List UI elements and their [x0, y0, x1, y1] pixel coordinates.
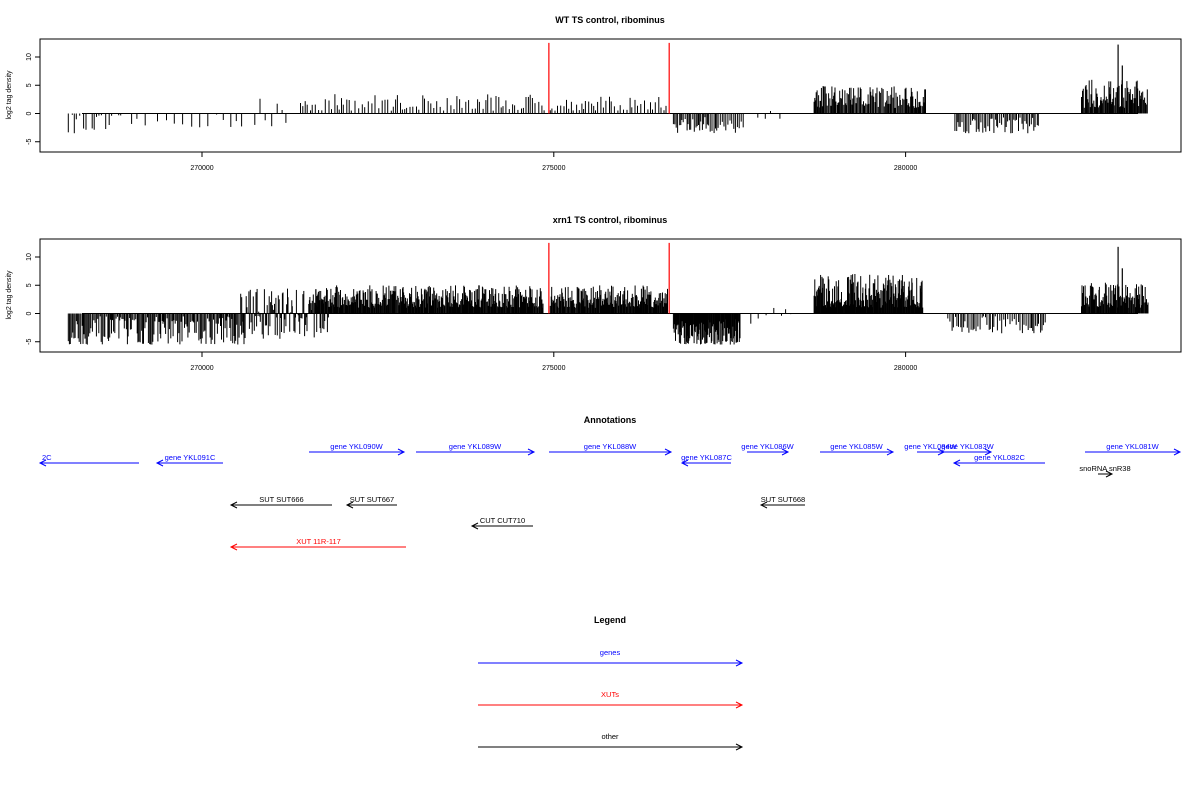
x-tick-label: 270000 — [190, 365, 213, 372]
xrn1-density-panel: xrn1 TS control, ribominus log2 tag dens… — [6, 215, 1182, 372]
x-tick-label: 270000 — [190, 165, 213, 172]
annotation-feature: gene YKL081W — [1085, 442, 1182, 456]
y-tick-label: 10 — [26, 53, 33, 61]
annotation-feature: gene YKL090W — [309, 442, 406, 456]
annotation-feature: SUT SUT667 — [345, 495, 397, 509]
xrn1-y-axis-label: log2 tag density — [6, 270, 13, 320]
annotation-feature: gene YKL091C — [155, 453, 223, 467]
annotation-label: CUT CUT710 — [480, 516, 525, 525]
y-tick-label: 0 — [26, 311, 33, 315]
annotation-label: 2C — [42, 453, 52, 462]
annotation-label: SUT SUT667 — [350, 495, 394, 504]
annotation-label: gene YKL083W — [941, 442, 994, 451]
xrn1-density-bars — [67, 246, 1149, 345]
x-tick-label: 280000 — [894, 165, 917, 172]
annotation-feature: gene YKL089W — [416, 442, 536, 456]
annotation-feature: gene YKL082C — [952, 453, 1045, 467]
xrn1-plot-frame — [39, 238, 1182, 353]
wt-plot-frame — [39, 38, 1182, 153]
annotation-feature: gene YKL085W — [820, 442, 895, 456]
wt-axis-ticks: 270000 275000 280000 -5 0 5 10 — [26, 53, 917, 172]
legend-item-XUTs: XUTs — [478, 690, 744, 709]
annotation-label: gene YKL091C — [165, 453, 216, 462]
y-tick-label: 5 — [26, 83, 33, 87]
legend-title: Legend — [594, 615, 626, 625]
legend-label: XUTs — [601, 690, 619, 699]
legend: genes XUTs other — [478, 648, 744, 751]
annotation-label: gene YKL090W — [330, 442, 383, 451]
annotation-feature: XUT 11R-117 — [229, 537, 406, 551]
wt-y-axis-label: log2 tag density — [6, 70, 13, 120]
annotation-feature: gene YKL088W — [549, 442, 673, 456]
annotation-label: gene YKL085W — [830, 442, 883, 451]
annotation-label: XUT 11R-117 — [296, 537, 341, 546]
annotation-label: gene YKL089W — [449, 442, 502, 451]
annotation-feature: 2C — [38, 453, 139, 467]
annotation-feature: SUT SUT668 — [759, 495, 805, 509]
annotation-label: gene YKL084W — [904, 442, 957, 451]
annotation-label: gene YKL082C — [974, 453, 1025, 462]
annotation-label: SUT SUT668 — [761, 495, 805, 504]
y-tick-label: 5 — [26, 283, 33, 287]
wt-density-bars — [67, 44, 1148, 134]
annotation-feature: CUT CUT710 — [470, 516, 533, 530]
annotation-label: gene YKL081W — [1106, 442, 1159, 451]
y-tick-label: 0 — [26, 111, 33, 115]
legend-label: genes — [600, 648, 621, 657]
y-tick-label: 10 — [26, 253, 33, 261]
annotation-feature: gene YKL086W — [741, 442, 795, 456]
wt-red-markers — [548, 42, 670, 114]
x-tick-label: 275000 — [542, 165, 565, 172]
annotations-title: Annotations — [584, 415, 637, 425]
legend-label: other — [601, 732, 619, 741]
y-tick-label: -5 — [26, 339, 33, 345]
legend-item-genes: genes — [478, 648, 744, 667]
annotation-feature: snoRNA snR38 — [1079, 464, 1131, 478]
annotation-label: snoRNA snR38 — [1079, 464, 1130, 473]
wt-density-panel: WT TS control, ribominus log2 tag densit… — [6, 15, 1182, 172]
x-tick-label: 280000 — [894, 365, 917, 372]
annotation-feature: SUT SUT666 — [229, 495, 332, 509]
annotation-feature: gene YKL087C — [680, 453, 732, 467]
x-tick-label: 275000 — [542, 365, 565, 372]
xrn1-panel-title: xrn1 TS control, ribominus — [553, 215, 668, 225]
legend-item-other: other — [478, 732, 744, 751]
annotation-label: SUT SUT666 — [259, 495, 303, 504]
annotation-label: gene YKL088W — [584, 442, 637, 451]
annotation-feature: gene YKL083W — [941, 442, 995, 456]
annotation-label: gene YKL087C — [681, 453, 732, 462]
xrn1-red-markers — [548, 242, 670, 314]
annotation-label: gene YKL086W — [741, 442, 794, 451]
y-tick-label: -5 — [26, 139, 33, 145]
xrn1-axis-ticks: 270000 275000 280000 -5 0 5 10 — [26, 253, 917, 372]
annotation-tracks: 2C gene YKL091C gene YKL090W gene YKL089W ge… — [38, 442, 1182, 551]
wt-panel-title: WT TS control, ribominus — [555, 15, 665, 25]
